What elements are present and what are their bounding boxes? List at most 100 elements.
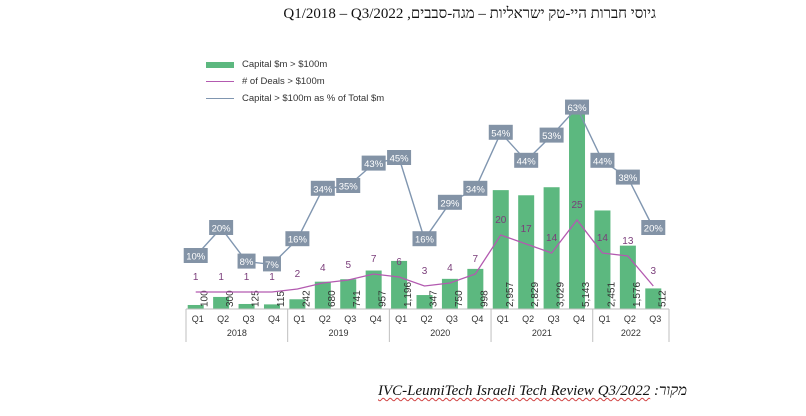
percent-label-box: [590, 152, 615, 168]
bar-capital: [391, 260, 408, 309]
legend-label-percent: Capital > $100m as % of Total $m: [242, 93, 385, 104]
bar-value-label: 957: [378, 290, 389, 307]
bar-capital: [340, 279, 357, 309]
percent-value-label: 20%: [641, 220, 666, 235]
percent-label-text: 29%: [440, 198, 460, 209]
percent-value-label: 43%: [361, 155, 386, 171]
source-note: מקור: IVC-LeumiTech Israeli Tech Review …: [378, 383, 687, 400]
bar-capital: [594, 210, 611, 309]
bar-capital: [492, 190, 509, 309]
percent-label-box: [183, 248, 208, 263]
bar-value-label: 1,576: [632, 282, 643, 307]
percent-label-box: [310, 180, 335, 196]
percent-label-text: 38%: [618, 173, 638, 184]
legend-swatch-bar: [206, 61, 234, 68]
percent-label-text: 45%: [390, 154, 410, 165]
bar-capital: [416, 295, 433, 309]
deals-value-label: 14: [597, 233, 609, 244]
percent-label-text: 54%: [491, 128, 511, 139]
deals-value-label: 20: [495, 215, 507, 226]
percent-value-label: 63%: [565, 99, 590, 115]
percent-value-label: 34%: [463, 180, 488, 196]
deals-value-label: 17: [521, 224, 533, 235]
bar-value-label: 347: [429, 290, 440, 307]
deals-value-label: 7: [473, 254, 479, 265]
legend: Capital $m > $100m # of Deals > $100m Ca…: [206, 56, 384, 107]
percent-value-label: 54%: [488, 124, 513, 140]
source-text: IVC-LeumiTech Israeli Tech Review Q3/202…: [378, 383, 651, 399]
bar-capital: [467, 268, 484, 309]
percent-value-label: 7%: [262, 256, 281, 272]
source-prefix: מקור:: [650, 383, 688, 399]
percent-label-box: [262, 256, 281, 272]
x-tick-label-quarter: Q3: [243, 314, 255, 324]
percent-label-text: 35%: [339, 182, 359, 193]
percent-label-box: [539, 127, 564, 143]
legend-swatch-deals: [206, 80, 234, 83]
x-tick-label-quarter: Q1: [293, 314, 305, 324]
bar-capital: [645, 288, 662, 309]
percent-label-box: [514, 152, 539, 168]
deals-value-label: 1: [269, 272, 275, 283]
bar-capital: [441, 278, 458, 309]
x-tick-label-quarter: Q1: [395, 314, 407, 324]
x-tick-label-quarter: Q1: [192, 314, 204, 324]
bar-value-label: 125: [251, 290, 262, 307]
bar-value-label: 3,029: [556, 282, 567, 307]
x-tick-label-quarter: Q2: [522, 314, 534, 324]
percent-label-text: 7%: [265, 260, 279, 271]
chart-title: גיוסי חברות היי-טק ישראליות – מגה-סבבים,…: [283, 6, 656, 22]
percent-label-text: 20%: [644, 224, 664, 235]
x-tick-label-quarter: Q2: [319, 314, 331, 324]
deals-value-label: 1: [193, 272, 199, 283]
x-tick-label-year: 2018: [227, 328, 247, 338]
percent-label-box: [285, 231, 310, 247]
deals-value-label: 3: [422, 266, 428, 277]
x-tick-label-quarter: Q2: [217, 314, 229, 324]
percent-label-text: 43%: [364, 159, 384, 170]
x-tick-label-year: 2022: [621, 328, 641, 338]
deals-value-label: 4: [320, 263, 326, 274]
percent-label-text: 44%: [593, 156, 613, 167]
deals-line: [195, 218, 654, 293]
x-tick-label-quarter: Q3: [548, 314, 560, 324]
bar-value-label: 2,829: [530, 282, 541, 307]
percent-value-label: 53%: [539, 127, 564, 143]
legend-item-capital: Capital $m > $100m: [206, 56, 384, 73]
percent-value-label: 16%: [412, 231, 437, 247]
bar-value-label: 115: [276, 291, 287, 307]
x-tick-label-quarter: Q3: [446, 314, 458, 324]
bar-value-label: 300: [225, 290, 236, 307]
percent-value-label: 45%: [387, 150, 412, 165]
percent-label-box: [336, 178, 361, 193]
percent-label-text: 8%: [240, 257, 254, 268]
legend-item-deals: # of Deals > $100m: [206, 73, 384, 90]
x-tick-label-year: 2020: [430, 328, 450, 338]
bar-capital: [518, 195, 535, 309]
x-tick-label-year: 2021: [532, 328, 552, 338]
x-tick-label-quarter: Q4: [268, 314, 280, 324]
bar-capital: [238, 303, 255, 309]
percent-label-text: 34%: [466, 184, 486, 195]
x-tick-label-quarter: Q1: [497, 314, 509, 324]
percent-label-box: [237, 253, 256, 269]
deals-value-label: 14: [546, 233, 558, 244]
percent-label-box: [565, 99, 590, 115]
bar-value-label: 5,143: [581, 282, 592, 307]
percent-value-label: 20%: [209, 220, 234, 235]
bar-value-label: 750: [454, 290, 465, 307]
bar-capital: [569, 102, 586, 309]
deals-value-label: 1: [244, 272, 250, 283]
bar-value-label: 680: [327, 290, 338, 307]
percent-label-text: 16%: [415, 235, 435, 246]
deals-value-label: 3: [651, 266, 657, 277]
bar-capital: [263, 304, 280, 309]
percent-label-text: 63%: [568, 103, 588, 114]
x-tick-label-quarter: Q3: [649, 314, 661, 324]
percent-label-text: 10%: [186, 252, 206, 263]
percent-value-label: 34%: [310, 180, 335, 196]
legend-label-deals: # of Deals > $100m: [242, 76, 325, 87]
percent-label-text: 53%: [542, 131, 562, 142]
bar-value-label: 242: [301, 290, 312, 307]
